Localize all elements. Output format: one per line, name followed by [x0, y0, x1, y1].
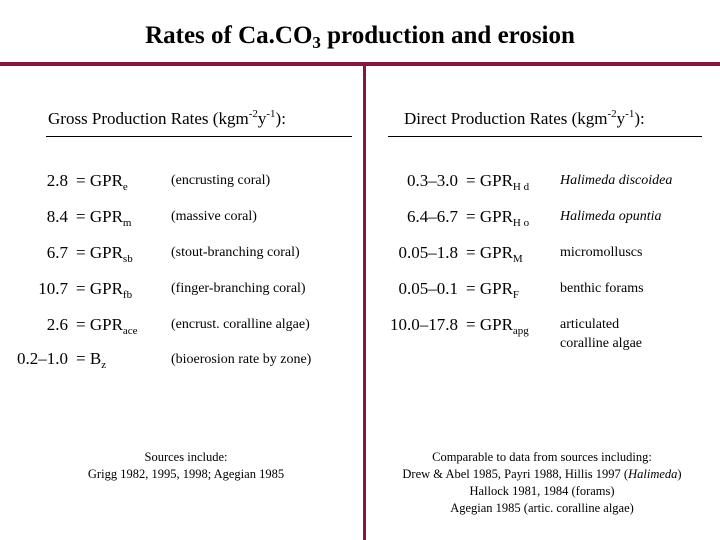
left-row-rate: 0.2–1.0	[17, 349, 68, 368]
left-row-eq-sub: sb	[122, 253, 133, 265]
left-row-eq-text: = GPR	[76, 243, 123, 262]
left-row-equation: = GPRe	[76, 171, 128, 193]
left-row-eq-sub: m	[122, 217, 132, 229]
left-heading-tail: ):	[275, 109, 286, 128]
right-sources-line2: Drew & Abel 1985, Payri 1988, Hillis 199…	[372, 466, 712, 483]
right-sources-line2-italic: Halimeda	[628, 467, 678, 481]
left-row-eq-text: = GPR	[76, 207, 123, 226]
right-row-eq-sub: apg	[512, 325, 529, 337]
right-row-eq-text: = GPR	[466, 207, 513, 226]
left-row-eq-sub: e	[122, 181, 128, 193]
left-sources-line2: Grigg 1982, 1995, 1998; Agegian 1985	[87, 467, 285, 481]
right-heading-tail: ):	[634, 109, 645, 128]
right-row-eq-text: = GPR	[466, 279, 513, 298]
left-row-rate: 6.7	[46, 243, 68, 262]
right-sources-line1: Comparable to data from sources includin…	[432, 450, 652, 464]
right-row-desc: micromolluscs	[560, 245, 643, 260]
right-row-eq-text: = GPR	[466, 171, 513, 190]
right-row-equation: = GPRM	[466, 243, 523, 265]
left-row-eq-text: = GPR	[76, 171, 123, 190]
right-row-eq-sub: H d	[512, 181, 530, 193]
right-row-rate: 0.05–0.1	[398, 279, 459, 298]
left-heading-exp2: -1	[266, 108, 276, 120]
right-row-eq-sub: H o	[512, 217, 530, 229]
left-row-rate: 8.4	[46, 207, 68, 226]
right-row-eq-sub: M	[512, 253, 523, 265]
title-main: Rates of Ca.CO	[145, 22, 313, 49]
left-row-equation: = GPRsb	[76, 243, 133, 265]
left-row-eq-text: = GPR	[76, 279, 123, 298]
right-row-equation: = GPRH d	[466, 171, 529, 193]
right-sources-line3: Hallock 1981, 1984 (forams)	[469, 484, 615, 498]
left-row-desc: (bioerosion rate by zone)	[171, 352, 312, 367]
right-heading-mid: y	[616, 109, 626, 128]
left-heading-mid: y	[257, 109, 267, 128]
left-sources: Sources include: Grigg 1982, 1995, 1998;…	[36, 449, 336, 483]
left-row-rate: 10.7	[38, 279, 68, 298]
right-sources-line2-c: )	[677, 467, 682, 481]
left-row-equation: = GPRm	[76, 207, 131, 229]
left-heading-text: Gross Production Rates (kgm	[48, 109, 249, 128]
left-heading-underline	[46, 136, 352, 137]
right-heading-text: Direct Production Rates (kgm	[404, 109, 608, 128]
right-row-equation: = GPRH o	[466, 207, 529, 229]
left-row-equation: = GPRfb	[76, 279, 132, 301]
left-row-desc: (encrusting coral)	[171, 173, 271, 188]
right-sources: Comparable to data from sources includin…	[372, 449, 712, 517]
left-row-eq-sub: fb	[122, 289, 133, 301]
right-row-rate: 0.05–1.8	[398, 243, 459, 262]
left-row-desc: (stout-branching coral)	[171, 245, 300, 260]
left-row-equation: = GPRace	[76, 315, 138, 337]
left-row-eq-sub: z	[101, 359, 107, 371]
left-row-desc: (finger-branching coral)	[171, 281, 306, 296]
right-row-desc: benthic forams	[560, 281, 644, 296]
left-sources-line1: Sources include:	[144, 450, 228, 464]
left-row-equation: = Bz	[76, 349, 106, 371]
right-row-eq-text: = GPR	[466, 315, 513, 334]
left-row-desc: (encrust. coralline algae)	[171, 317, 310, 332]
right-heading-underline	[388, 136, 702, 137]
right-heading-exp2: -1	[625, 108, 635, 120]
right-sources-line4: Agegian 1985 (artic. coralline algae)	[450, 501, 634, 515]
page-title: Rates of Ca.CO3 production and erosion	[0, 22, 720, 53]
title-subscript: 3	[312, 33, 321, 52]
top-divider	[0, 62, 720, 66]
right-row-rate: 10.0–17.8	[390, 315, 458, 334]
right-heading-exp1: -2	[607, 108, 617, 120]
right-row-desc-line2: coralline algae	[560, 336, 643, 351]
right-row-desc: Halimeda opuntia	[560, 209, 662, 224]
left-row-rate: 2.8	[46, 171, 68, 190]
left-heading: Gross Production Rates (kgm-2y-1):	[48, 108, 286, 129]
left-row-eq-text: = B	[76, 349, 102, 368]
right-row-equation: = GPRF	[466, 279, 519, 301]
right-row-desc: articulated	[560, 317, 620, 332]
left-heading-exp1: -2	[248, 108, 258, 120]
right-row-eq-sub: F	[512, 289, 520, 301]
right-heading: Direct Production Rates (kgm-2y-1):	[404, 108, 645, 129]
right-row-desc: Halimeda discoidea	[560, 173, 673, 188]
right-row-rate: 6.4–6.7	[407, 207, 458, 226]
right-sources-line2-a: Drew & Abel 1985, Payri 1988, Hillis 199…	[402, 467, 629, 481]
column-divider	[363, 62, 366, 540]
right-row-eq-text: = GPR	[466, 243, 513, 262]
title-rest: production and erosion	[320, 22, 575, 49]
left-row-eq-text: = GPR	[76, 315, 123, 334]
left-row-rate: 2.6	[46, 315, 68, 334]
left-row-eq-sub: ace	[122, 325, 138, 337]
right-row-rate: 0.3–3.0	[407, 171, 458, 190]
right-row-equation: = GPRapg	[466, 315, 529, 337]
left-row-desc: (massive coral)	[171, 209, 257, 224]
